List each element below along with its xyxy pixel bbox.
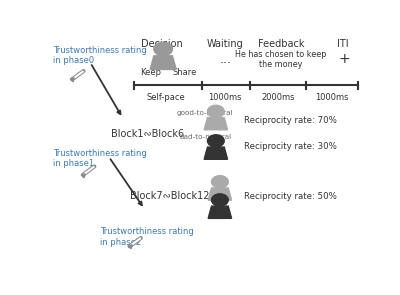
Text: Decision: Decision [141, 39, 182, 49]
Circle shape [154, 42, 172, 56]
Text: Block1∾Block6: Block1∾Block6 [111, 129, 184, 139]
Text: 2000ms: 2000ms [261, 93, 294, 102]
Circle shape [208, 105, 224, 117]
Text: Waiting: Waiting [207, 39, 244, 49]
Text: Reciprocity rate: 70%: Reciprocity rate: 70% [244, 116, 337, 125]
Text: +: + [339, 52, 350, 66]
Text: Feedback: Feedback [258, 39, 304, 49]
Polygon shape [204, 147, 228, 159]
Circle shape [212, 194, 228, 206]
Text: Block7∾Block12: Block7∾Block12 [130, 191, 209, 201]
Text: ITI: ITI [337, 39, 349, 49]
Circle shape [208, 135, 224, 147]
Polygon shape [150, 56, 176, 69]
Text: Keep: Keep [140, 68, 161, 77]
Text: Self-pace: Self-pace [147, 93, 186, 102]
Polygon shape [208, 206, 232, 218]
Text: Trustworthiness rating
in phase2: Trustworthiness rating in phase2 [100, 227, 193, 247]
Text: good-to-neutral: good-to-neutral [177, 110, 233, 116]
Text: He has chosen to keep
the money: He has chosen to keep the money [235, 50, 327, 69]
Text: Trustworthiness rating
in phase0: Trustworthiness rating in phase0 [53, 46, 147, 65]
Polygon shape [208, 188, 232, 200]
Text: Reciprocity rate: 50%: Reciprocity rate: 50% [244, 192, 337, 201]
Text: ...: ... [219, 53, 231, 66]
Text: bad-to-neutral: bad-to-neutral [179, 134, 231, 140]
Text: 1000ms: 1000ms [208, 93, 242, 102]
Text: Trustworthiness rating
in phase1: Trustworthiness rating in phase1 [53, 149, 147, 168]
Text: Reciprocity rate: 30%: Reciprocity rate: 30% [244, 142, 337, 151]
Polygon shape [204, 117, 228, 130]
Circle shape [212, 176, 228, 188]
Text: 1000ms: 1000ms [315, 93, 349, 102]
Text: Share: Share [173, 68, 197, 77]
